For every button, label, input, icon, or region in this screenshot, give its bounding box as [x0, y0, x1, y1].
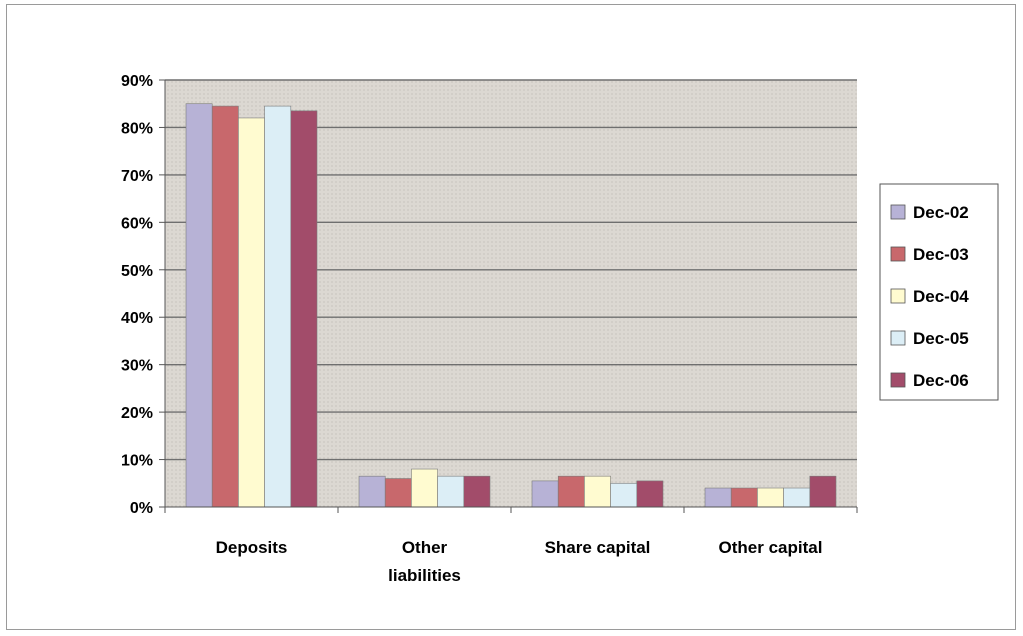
bar-dec-04-3 — [757, 487, 784, 508]
bar-dec-03-2 — [557, 475, 585, 508]
bar-dec-05-0 — [264, 105, 292, 508]
legend-swatch — [890, 288, 906, 304]
x-category-label: Share capital — [545, 538, 651, 557]
legend-swatch — [890, 372, 906, 388]
y-tick-label: 30% — [121, 358, 153, 375]
y-tick-label: 40% — [121, 310, 153, 327]
bar-dec-06-1 — [463, 475, 491, 508]
legend: Dec-02 Dec-03 Dec-04 Dec-05 Dec-06 — [879, 183, 999, 401]
legend-label: Dec-02 — [913, 203, 969, 222]
legend-swatch — [890, 246, 906, 262]
legend-label: Dec-04 — [913, 287, 969, 306]
bar-dec-06-0 — [290, 110, 318, 508]
legend-label: Dec-03 — [913, 245, 969, 264]
bar-dec-03-3 — [730, 487, 758, 508]
y-tick-label: 90% — [121, 73, 153, 90]
bar-dec-05-2 — [610, 482, 638, 508]
bar-dec-04-2 — [584, 475, 611, 508]
y-tick-label: 60% — [121, 215, 153, 232]
bar-dec-03-1 — [384, 478, 412, 508]
y-tick-label: 0% — [130, 500, 153, 517]
legend-swatch — [890, 204, 906, 220]
bar-dec-03-0 — [211, 105, 239, 508]
x-category-label: liabilities — [388, 566, 461, 585]
bar-dec-02-2 — [531, 480, 559, 508]
chart-frame: 0% 10% 20% 30% 40% 50% 60% 70% 80% 90% Deposits Ot… — [6, 4, 1016, 630]
y-tick-label: 50% — [121, 263, 153, 280]
y-tick-label: 10% — [121, 453, 153, 470]
legend-label: Dec-05 — [913, 329, 969, 348]
y-tick-label: 80% — [121, 120, 153, 137]
x-axis-category-labels: Deposits Other liabilities Share capital Oth… — [216, 538, 823, 585]
axes — [159, 79, 858, 513]
bars — [185, 103, 837, 508]
bar-dec-02-0 — [185, 103, 213, 508]
bar-dec-02-1 — [358, 475, 386, 508]
bar-dec-06-2 — [636, 480, 664, 508]
legend-swatch — [890, 330, 906, 346]
bar-chart: 0% 10% 20% 30% 40% 50% 60% 70% 80% 90% Deposits Ot… — [121, 73, 999, 585]
x-category-label: Other — [402, 538, 448, 557]
bar-dec-05-1 — [437, 475, 465, 508]
y-axis-tick-labels: 0% 10% 20% 30% 40% 50% 60% 70% 80% 90% — [121, 73, 153, 517]
x-category-label: Other capital — [719, 538, 823, 557]
bar-dec-04-1 — [411, 468, 438, 508]
x-category-label: Deposits — [216, 538, 288, 557]
bar-dec-04-0 — [238, 117, 265, 508]
legend-label: Dec-06 — [913, 371, 969, 390]
bar-dec-05-3 — [783, 487, 811, 508]
bar-dec-02-3 — [704, 487, 732, 508]
y-tick-label: 70% — [121, 168, 153, 185]
y-tick-label: 20% — [121, 405, 153, 422]
bar-dec-06-3 — [809, 475, 837, 508]
